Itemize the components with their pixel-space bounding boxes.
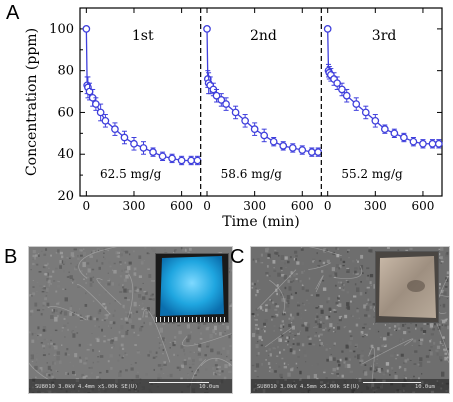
data-point bbox=[139, 144, 148, 152]
sem-image-b: SU8010 3.0kV 4.4mm x5.00k SE(U) 10.0um bbox=[28, 246, 233, 394]
scale-label-c: 10.0um bbox=[415, 384, 435, 390]
sem-info-b: SU8010 3.0kV 4.4mm x5.00k SE(U) bbox=[35, 384, 138, 390]
sample-photo-gray bbox=[375, 251, 439, 323]
x-tick-label: 0 bbox=[83, 199, 91, 213]
sample-photo-blue bbox=[155, 253, 229, 323]
x-tick-label: 0 bbox=[203, 199, 211, 213]
y-axis-label: Concentration (ppm) bbox=[24, 28, 40, 176]
data-point bbox=[158, 152, 167, 161]
x-tick-label: 0 bbox=[324, 199, 332, 213]
data-point bbox=[419, 139, 427, 148]
x-axis-label: Time (min) bbox=[222, 214, 300, 230]
data-point bbox=[212, 91, 221, 100]
y-tick-label: 80 bbox=[57, 64, 74, 79]
data-point bbox=[314, 148, 323, 156]
data-point bbox=[241, 116, 249, 125]
capacity-label: 58.6 mg/g bbox=[221, 167, 283, 181]
data-point bbox=[390, 129, 399, 138]
data-point bbox=[400, 133, 408, 142]
data-point bbox=[149, 148, 157, 156]
data-point bbox=[96, 108, 105, 117]
data-point bbox=[92, 100, 100, 108]
data-point bbox=[130, 139, 138, 148]
data-point bbox=[323, 25, 332, 33]
data-point bbox=[409, 137, 418, 146]
scale-bar-b bbox=[149, 381, 209, 383]
inset-ruler-b bbox=[156, 317, 228, 322]
data-point bbox=[120, 133, 129, 142]
capacity-label: 62.5 mg/g bbox=[100, 167, 162, 181]
data-point bbox=[371, 116, 380, 125]
y-tick-label: 40 bbox=[57, 147, 74, 162]
sem-image-c: SU8010 3.0kV 4.5mm x5.00k SE(U) 10.0um bbox=[250, 246, 450, 394]
data-point bbox=[168, 154, 176, 163]
data-point bbox=[111, 125, 119, 134]
sem-info-c: SU8010 3.0kV 4.5mm x5.00k SE(U) bbox=[257, 384, 360, 390]
capacity-label: 55.2 mg/g bbox=[341, 167, 403, 181]
data-point bbox=[380, 125, 389, 134]
data-point bbox=[428, 139, 437, 148]
data-point bbox=[222, 100, 230, 108]
data-point bbox=[434, 139, 443, 148]
data-point bbox=[101, 116, 110, 125]
x-tick-label: 600 bbox=[411, 199, 434, 213]
data-point bbox=[333, 79, 342, 88]
x-tick-label: 300 bbox=[243, 199, 266, 213]
series-line bbox=[85, 28, 198, 162]
x-tick-label: 300 bbox=[123, 199, 146, 213]
data-point bbox=[307, 148, 316, 156]
plot-frame bbox=[79, 7, 443, 197]
cycle-label: 3rd bbox=[372, 28, 397, 44]
y-tick-label: 100 bbox=[49, 22, 74, 37]
data-point bbox=[279, 142, 288, 150]
data-point bbox=[361, 108, 370, 117]
y-tick-label: 60 bbox=[57, 105, 74, 120]
blue-sample-graphic bbox=[156, 254, 228, 322]
data-point bbox=[82, 25, 91, 33]
x-tick-label: 600 bbox=[170, 199, 193, 213]
gray-sample-graphic bbox=[376, 252, 438, 322]
x-tick-label: 300 bbox=[364, 199, 387, 213]
data-point bbox=[203, 25, 211, 33]
data-point bbox=[288, 144, 297, 152]
data-point bbox=[217, 96, 226, 104]
cycle-label: 2nd bbox=[250, 28, 277, 44]
concentration-time-chart: 20 40 60 80 100 0 300 600 1st 62.5 mg/g 0 300 600 2nd… bbox=[24, 7, 443, 230]
data-point bbox=[352, 100, 361, 108]
data-point bbox=[231, 108, 240, 117]
data-point bbox=[260, 131, 269, 140]
x-tick-label: 600 bbox=[291, 199, 314, 213]
data-point bbox=[250, 125, 259, 134]
data-point bbox=[193, 156, 202, 165]
scale-bar-c bbox=[363, 381, 421, 383]
data-point bbox=[298, 146, 307, 154]
panel-label-c: C bbox=[230, 246, 245, 268]
y-tick-label: 20 bbox=[57, 189, 74, 204]
panel-label-a: A bbox=[6, 2, 20, 24]
data-point bbox=[177, 156, 186, 165]
scale-label-b: 10.0um bbox=[199, 384, 219, 390]
data-point bbox=[269, 137, 278, 146]
data-point bbox=[187, 156, 195, 165]
data-point bbox=[338, 85, 346, 94]
data-point bbox=[342, 91, 351, 100]
panel-label-b: B bbox=[4, 246, 18, 268]
cycle-label: 1st bbox=[132, 28, 154, 44]
